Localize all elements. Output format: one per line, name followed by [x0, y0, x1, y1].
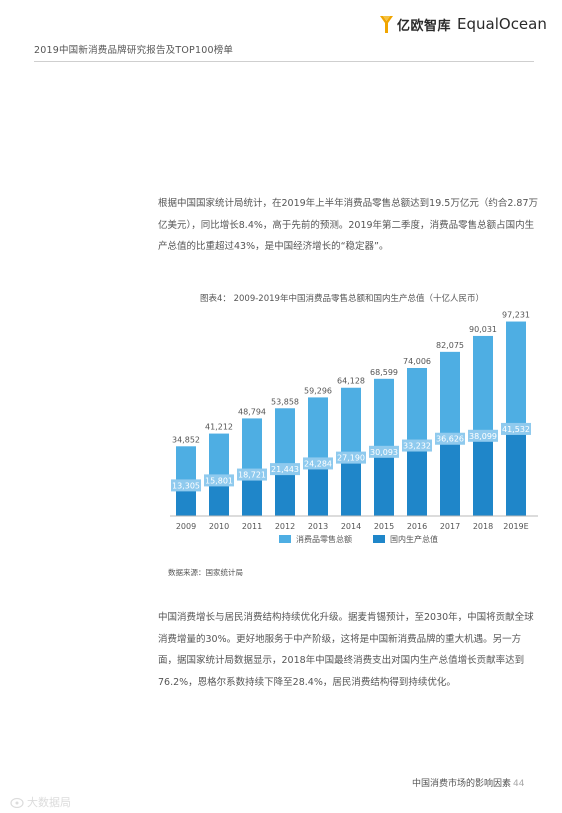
x-tick-label-2016: 2016 — [407, 522, 427, 531]
x-tick-label-2015: 2015 — [374, 522, 394, 531]
gdp-value-label-2016: 74,006 — [403, 357, 431, 366]
page-number: 44 — [513, 779, 525, 789]
retail-label-box-2010 — [204, 474, 234, 487]
retail-label-box-2012 — [270, 463, 300, 476]
report-title: 2019中国新消费品牌研究报告及TOP100榜单 — [34, 45, 234, 56]
x-tick-label-2013: 2013 — [308, 522, 328, 531]
gdp-value-label-2012: 53,858 — [271, 397, 299, 406]
x-tick-label-2012: 2012 — [275, 522, 295, 531]
data-source: 数据来源：国家统计局 — [168, 568, 243, 577]
legend-label-retail: 消费品零售总额 — [296, 534, 352, 544]
bar-lower-2017 — [440, 442, 460, 516]
gdp-value-label-2013: 59,296 — [304, 386, 332, 395]
x-tick-label-2019E: 2019E — [503, 522, 528, 531]
bar-lower-2014 — [341, 461, 361, 516]
footer-section-label: 中国消费市场的影响因素 — [412, 779, 512, 789]
legend-label-gdp: 国内生产总值 — [390, 534, 438, 544]
retail-value-label-2010: 15,801 — [205, 476, 233, 485]
retail-value-label-2018: 38,099 — [469, 432, 497, 441]
chart-title: 图表4： 2009-2019年中国消费品零售总额和国内生产总值（十亿人民币） — [200, 294, 484, 304]
retail-label-box-2019E — [501, 422, 531, 435]
equalocean-logo: 亿欧智库 EqualOcean — [378, 14, 547, 34]
retail-label-box-2018 — [468, 429, 498, 442]
x-tick-label-2014: 2014 — [341, 522, 361, 531]
retail-value-label-2017: 36,626 — [436, 435, 464, 444]
retail-label-box-2011 — [237, 468, 267, 481]
x-tick-label-2010: 2010 — [209, 522, 229, 531]
gdp-value-label-2014: 64,128 — [337, 377, 365, 386]
intro-paragraph: 根据中国国家统计局统计，在2019年上半年消费品零售总额达到19.5万亿元（约合… — [158, 198, 538, 252]
weibo-icon — [10, 797, 24, 808]
retail-value-label-2012: 21,443 — [271, 465, 299, 474]
retail-value-label-2015: 30,093 — [370, 448, 398, 457]
logo-mark-icon — [380, 16, 393, 33]
bar-lower-2018 — [473, 439, 493, 516]
gdp-value-label-2019E: 97,231 — [502, 311, 530, 320]
bar-lower-2015 — [374, 455, 394, 516]
header-divider — [34, 61, 534, 62]
retail-value-label-2013: 24,284 — [304, 459, 332, 468]
retail-label-box-2017 — [435, 432, 465, 445]
x-tick-label-2018: 2018 — [473, 522, 493, 531]
retail-value-label-2011: 18,721 — [238, 471, 266, 480]
gdp-value-label-2011: 48,794 — [238, 407, 266, 416]
bar-lower-2019E — [506, 432, 526, 516]
retail-label-box-2015 — [369, 445, 399, 458]
gdp-value-label-2010: 41,212 — [205, 423, 233, 432]
retail-label-box-2013 — [303, 457, 333, 470]
analysis-paragraph: 中国消费增长与居民消费结构持续优化升级。据麦肯锡预计，至2030年，中国将贡献全… — [158, 612, 534, 688]
x-tick-label-2017: 2017 — [440, 522, 460, 531]
bar-lower-2012 — [275, 473, 295, 516]
x-tick-label-2009: 2009 — [176, 522, 196, 531]
gdp-value-label-2018: 90,031 — [469, 325, 497, 334]
x-tick-label-2011: 2011 — [242, 522, 262, 531]
logo-text-cn: 亿欧智库 — [397, 18, 452, 34]
retail-value-label-2009: 13,305 — [172, 481, 200, 490]
retail-value-label-2016: 33,232 — [403, 442, 431, 451]
retail-value-label-2019E: 41,532 — [502, 425, 530, 434]
retail-label-box-2016 — [402, 439, 432, 452]
bar-lower-2010 — [209, 484, 229, 516]
logo-text-en: EqualOcean — [457, 15, 547, 33]
watermark: 大数据局 — [10, 794, 71, 810]
gdp-value-label-2017: 82,075 — [436, 341, 464, 350]
bar-lower-2009 — [176, 489, 196, 516]
gdp-value-label-2009: 34,852 — [172, 435, 200, 444]
bar-lower-2013 — [308, 467, 328, 516]
legend-swatch-gdp — [373, 535, 385, 543]
retail-label-box-2009 — [171, 479, 201, 492]
gdp-value-label-2015: 68,599 — [370, 368, 398, 377]
bar-lower-2011 — [242, 478, 262, 516]
watermark-text: 大数据局 — [27, 796, 71, 809]
retail-label-box-2014 — [336, 451, 366, 464]
legend-swatch-retail — [279, 535, 291, 543]
page-footer: 中国消费市场的影响因素 44 — [412, 776, 524, 789]
retail-value-label-2014: 27,190 — [337, 454, 365, 463]
bar-lower-2016 — [407, 449, 427, 516]
